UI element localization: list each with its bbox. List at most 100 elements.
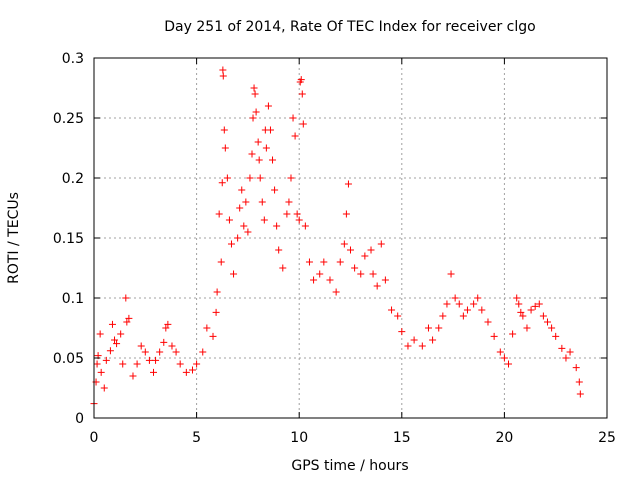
data-point [531, 302, 539, 310]
data-point [256, 174, 264, 182]
data-point [326, 276, 334, 284]
data-point [150, 368, 158, 376]
chart-title: Day 251 of 2014, Rate Of TEC Index for r… [164, 19, 535, 35]
data-point [220, 126, 228, 134]
data-point [234, 234, 242, 242]
data-point [478, 306, 486, 314]
data-point [252, 108, 260, 116]
data-point [219, 66, 227, 74]
y-tick-label: 0.05 [53, 351, 84, 367]
data-point [125, 314, 133, 322]
data-point [236, 204, 244, 212]
data-point [443, 300, 451, 308]
data-point [199, 348, 207, 356]
data-point [273, 222, 281, 230]
data-point [305, 258, 313, 266]
data-point [459, 312, 467, 320]
data-point [543, 318, 551, 326]
data-point [398, 328, 406, 336]
data-point [367, 246, 375, 254]
data-point [552, 332, 560, 340]
data-point [162, 324, 170, 332]
data-point [152, 356, 160, 364]
data-point [254, 138, 262, 146]
x-tick-label: 25 [598, 430, 616, 446]
data-point [250, 84, 258, 92]
data-point [527, 306, 535, 314]
data-point [298, 90, 306, 98]
data-point [388, 306, 396, 314]
x-tick-label: 15 [393, 430, 411, 446]
data-point [156, 348, 164, 356]
data-point [381, 276, 389, 284]
data-point [96, 330, 104, 338]
axis-ticks [93, 57, 608, 419]
data-point [279, 264, 287, 272]
data-point [269, 156, 277, 164]
data-point [168, 342, 176, 350]
data-point [295, 216, 303, 224]
data-point [336, 258, 344, 266]
data-point [218, 179, 226, 187]
data-point [515, 300, 523, 308]
data-point [575, 378, 583, 386]
data-point [500, 354, 508, 362]
data-point [424, 324, 432, 332]
data-point [260, 216, 268, 224]
data-point [230, 270, 238, 278]
data-point [484, 318, 492, 326]
x-tick-label: 10 [290, 430, 308, 446]
data-point [117, 330, 125, 338]
data-point [576, 390, 584, 398]
data-point [394, 312, 402, 320]
data-point [133, 360, 141, 368]
data-point [227, 240, 235, 248]
data-point [164, 320, 172, 328]
data-point [287, 174, 295, 182]
data-point [310, 276, 318, 284]
data-point [535, 300, 543, 308]
data-point [463, 306, 471, 314]
data-point [332, 288, 340, 296]
data-point [176, 360, 184, 368]
data-point [519, 312, 527, 320]
data-point [251, 90, 259, 98]
data-point [572, 364, 580, 372]
data-point [102, 356, 110, 364]
data-point [283, 210, 291, 218]
x-tick-label: 20 [495, 430, 513, 446]
data-point [451, 294, 459, 302]
data-point [248, 150, 256, 158]
data-point [145, 356, 153, 364]
data-point [240, 222, 248, 230]
data-point [221, 144, 229, 152]
data-point [271, 186, 279, 194]
data-point [418, 342, 426, 350]
data-point [111, 336, 119, 344]
data-point [242, 198, 250, 206]
data-point [474, 294, 482, 302]
data-point [361, 252, 369, 260]
y-tick-label: 0.1 [62, 291, 84, 307]
data-point [188, 366, 196, 374]
x-tick-label: 5 [192, 430, 201, 446]
data-point [264, 102, 272, 110]
data-point [129, 372, 137, 380]
data-point [209, 332, 217, 340]
data-point [203, 324, 211, 332]
data-point [410, 336, 418, 344]
data-point [297, 76, 305, 84]
data-point [558, 344, 566, 352]
data-point [455, 300, 463, 308]
data-points [90, 66, 584, 408]
data-point [340, 240, 348, 248]
data-point [255, 156, 263, 164]
data-point [548, 324, 556, 332]
data-point [505, 360, 513, 368]
data-point [122, 294, 130, 302]
y-tick-label: 0.25 [53, 111, 84, 127]
data-point [342, 210, 350, 218]
data-point [373, 282, 381, 290]
data-point [347, 246, 354, 254]
